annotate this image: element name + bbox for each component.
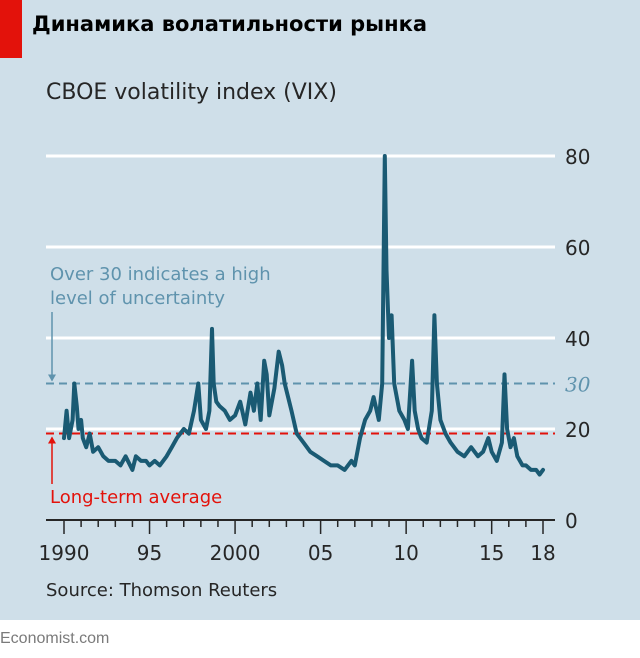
x-tick-label-2015: 15 xyxy=(479,541,504,565)
chart-title: CBOE volatility index (VIX) xyxy=(46,80,337,105)
annotation-high-line2: level of uncertainty xyxy=(50,288,225,309)
x-tick-label-1995: 95 xyxy=(137,541,162,565)
y-tick-label-20: 20 xyxy=(565,418,590,442)
x-tick-label-2005: 05 xyxy=(308,541,333,565)
chart-panel xyxy=(0,0,640,620)
annotation-high-line1: Over 30 indicates a high xyxy=(50,264,271,285)
vix-series-line xyxy=(62,154,545,477)
series-layer xyxy=(62,154,545,477)
headline: Динамика волатильности рынка xyxy=(32,12,428,36)
x-tick-label-2018: 18 xyxy=(530,541,555,565)
y-tick-label-40: 40 xyxy=(565,327,590,351)
x-axis xyxy=(46,519,555,534)
reference-lines xyxy=(46,312,555,484)
x-tick-label-2010: 10 xyxy=(393,541,418,565)
chart-source: Source: Thomson Reuters xyxy=(46,580,278,601)
annotation-average-arrowhead xyxy=(48,436,56,444)
tick-labels: 0 20 40 60 80 30 Over 30 indicates a high level… xyxy=(39,145,591,565)
annotation-average: Long-term average xyxy=(50,487,222,508)
y-tick-label-60: 60 xyxy=(565,236,590,260)
y-tick-label-80: 80 xyxy=(565,145,590,169)
gridlines xyxy=(46,154,555,431)
reference-label-30: 30 xyxy=(565,373,591,397)
footer-credit: Economist.com xyxy=(0,630,110,647)
x-tick-label-2000: 2000 xyxy=(210,541,261,565)
vix-chart: 0 20 40 60 80 30 Over 30 indicates a high level… xyxy=(39,145,591,565)
annotation-high-arrowhead xyxy=(48,374,56,382)
x-tick-label-1990: 1990 xyxy=(39,541,90,565)
brand-red-tag xyxy=(0,0,22,58)
y-tick-label-0: 0 xyxy=(565,509,578,533)
